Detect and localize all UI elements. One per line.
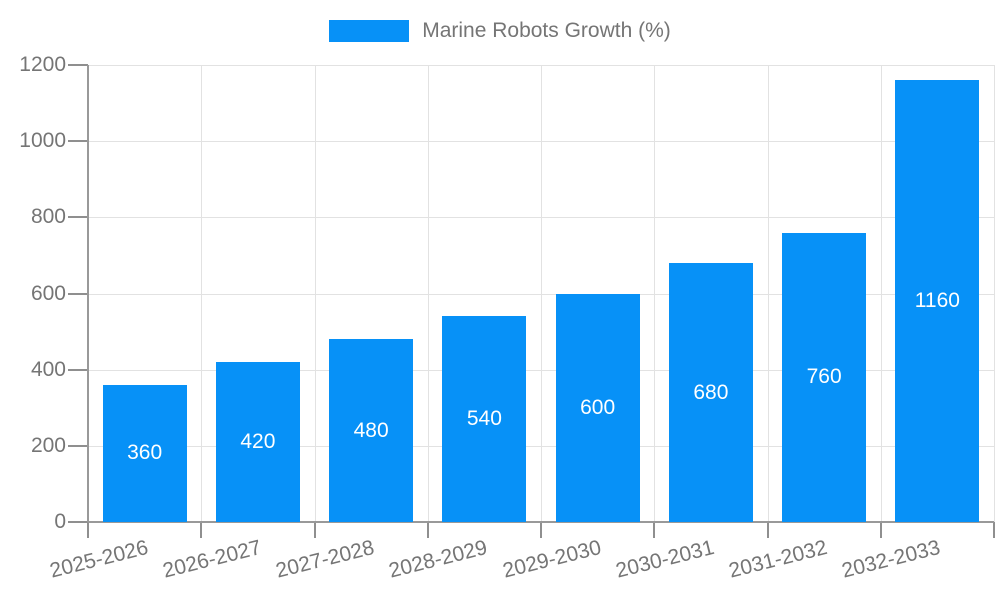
x-axis-line — [88, 521, 994, 523]
gridline-vertical — [314, 65, 316, 522]
y-axis-tick — [68, 216, 88, 219]
y-axis-tick — [68, 521, 88, 523]
bar-2031-2032[interactable]: 760 — [782, 232, 867, 522]
x-axis-tick — [653, 522, 656, 538]
x-axis-tick — [879, 522, 882, 538]
legend-swatch — [329, 20, 410, 42]
bar-value-label: 680 — [693, 380, 729, 404]
bar-value-label: 600 — [580, 395, 616, 419]
gridline-vertical — [201, 65, 203, 522]
bar-value-label: 360 — [127, 441, 163, 465]
bar-2028-2029[interactable]: 540 — [442, 316, 527, 522]
gridline-vertical — [994, 65, 995, 522]
x-axis-tick — [200, 522, 203, 538]
y-axis-tick-label: 600 — [30, 281, 66, 305]
gridline-vertical — [767, 65, 769, 522]
bar-2029-2030[interactable]: 600 — [555, 293, 640, 522]
bar-2027-2028[interactable]: 480 — [329, 339, 414, 522]
chart-legend[interactable]: Marine Robots Growth (%) — [0, 19, 1000, 43]
y-axis-tick — [68, 140, 88, 143]
bar-2030-2031[interactable]: 680 — [668, 263, 753, 522]
bar-2026-2027[interactable]: 420 — [215, 362, 300, 522]
bar-value-label: 1160 — [914, 289, 960, 313]
bar-value-label: 480 — [353, 418, 389, 442]
y-axis-tick — [68, 64, 88, 66]
y-axis-tick-label: 1200 — [19, 53, 66, 76]
x-axis-tick — [766, 522, 769, 538]
bar-2025-2026[interactable]: 360 — [102, 384, 187, 522]
y-axis-tick — [68, 292, 88, 295]
y-axis-tick — [68, 444, 88, 447]
gridline-vertical — [880, 65, 882, 522]
bar-value-label: 420 — [240, 430, 276, 454]
gridline-vertical — [541, 65, 542, 522]
legend-label: Marine Robots Growth (%) — [422, 19, 671, 42]
x-axis-tick — [993, 522, 995, 538]
x-axis-tick — [426, 522, 429, 538]
gridline-vertical — [427, 65, 429, 522]
y-axis-tick-label: 0 — [54, 510, 66, 533]
y-axis-line — [87, 65, 89, 522]
bar-value-label: 540 — [466, 407, 502, 431]
bar-value-label: 760 — [806, 365, 842, 389]
y-axis-tick-label: 400 — [30, 357, 66, 381]
y-axis-tick — [68, 368, 88, 371]
x-axis-tick — [87, 522, 89, 538]
x-axis-tick — [313, 522, 316, 538]
bar-2032-2033[interactable]: 1160 — [895, 80, 980, 522]
gridline-vertical — [654, 65, 656, 522]
y-axis-tick-label: 200 — [30, 433, 66, 457]
x-axis-tick — [540, 522, 542, 538]
y-axis-tick-label: 1000 — [19, 129, 66, 153]
y-axis-tick-label: 800 — [30, 205, 66, 229]
